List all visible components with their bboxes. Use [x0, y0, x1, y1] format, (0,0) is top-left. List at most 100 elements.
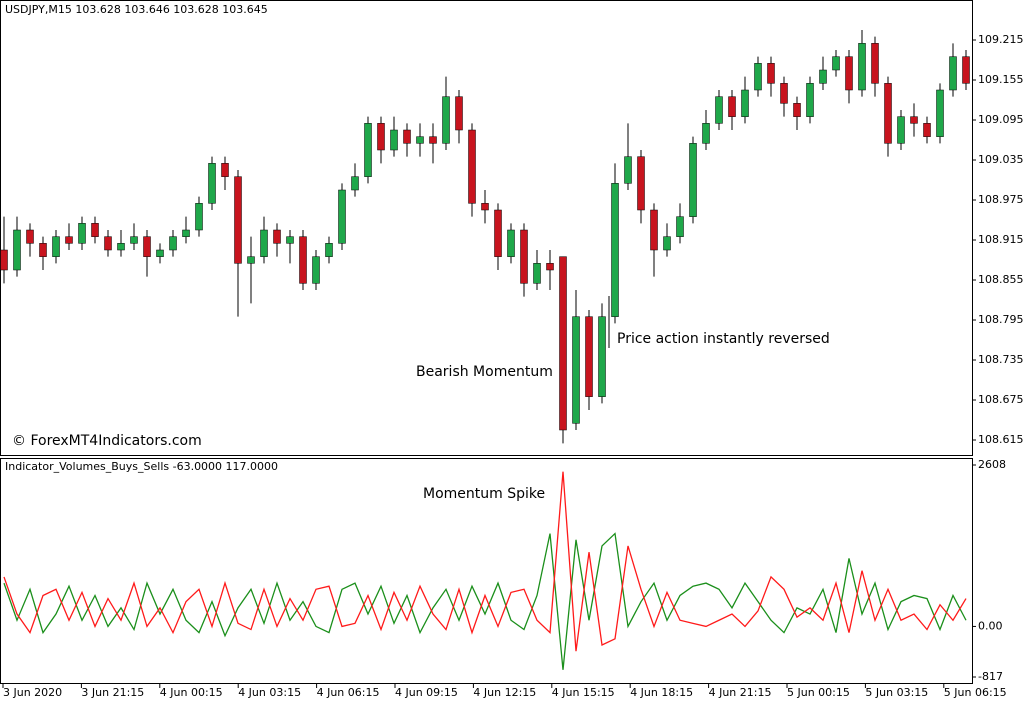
x-tick-label: 4 Jun 18:15: [630, 686, 693, 699]
candle-body: [429, 136, 437, 144]
candle-body: [715, 96, 723, 124]
candle-body: [676, 216, 684, 237]
candle-body: [884, 83, 892, 144]
y-tick-label: 109.035: [978, 153, 1024, 166]
y-tick-label: 108.975: [978, 193, 1024, 206]
x-tick-label: 3 Jun 21:15: [81, 686, 144, 699]
indicator-title: Indicator_Volumes_Buys_Sells -63.0000 11…: [5, 460, 278, 473]
candle-body: [52, 236, 60, 257]
candle-body: [234, 176, 242, 264]
candle-body: [533, 263, 541, 284]
candle-body: [221, 163, 229, 177]
candle-body: [507, 229, 515, 257]
candle-body: [325, 243, 333, 257]
candle-body: [689, 143, 697, 217]
y-tick-label: 108.675: [978, 393, 1024, 406]
watermark: © ForexMT4Indicators.com: [12, 433, 202, 449]
chart-title: USDJPY,M15 103.628 103.646 103.628 103.6…: [5, 3, 268, 16]
candle-body: [130, 236, 138, 244]
candle-body: [182, 229, 190, 237]
candle-body: [260, 229, 268, 257]
candle-body: [832, 56, 840, 71]
candle-body: [559, 256, 567, 431]
y-tick-label: 108.855: [978, 273, 1024, 286]
candle-body: [598, 316, 606, 397]
x-tick-label: 4 Jun 15:15: [552, 686, 615, 699]
candle-body: [520, 229, 528, 284]
candle-body: [351, 176, 359, 191]
y-tick-label: 108.615: [978, 433, 1024, 446]
y-tick-label: 109.095: [978, 113, 1024, 126]
x-tick-label: 5 Jun 00:15: [787, 686, 850, 699]
x-tick-label: 5 Jun 03:15: [865, 686, 928, 699]
candle-body: [143, 236, 151, 257]
candle-body: [364, 123, 372, 177]
y-tick-label: -817: [978, 670, 1003, 683]
candle-body: [78, 223, 86, 244]
candle-body: [338, 189, 346, 244]
candle-body: [169, 236, 177, 251]
candle-body: [65, 236, 73, 244]
candle-body: [793, 103, 801, 117]
candle-body: [247, 256, 255, 264]
x-tick-label: 4 Jun 09:15: [395, 686, 458, 699]
candle-body: [923, 123, 931, 137]
candle-body: [819, 69, 827, 84]
indicator-line: [3, 471, 967, 652]
candle-body: [312, 256, 320, 284]
candle-body: [442, 96, 450, 144]
candle-body: [962, 56, 970, 84]
candle-body: [494, 209, 502, 257]
y-tick-label: 2608: [978, 458, 1006, 471]
candle-body: [637, 156, 645, 211]
x-tick-label: 5 Jun 06:15: [944, 686, 1007, 699]
candle-body: [754, 63, 762, 91]
candle-body: [455, 96, 463, 131]
candle-body: [910, 116, 918, 124]
candle-body: [624, 156, 632, 184]
annotation: Momentum Spike: [423, 486, 545, 502]
annotation: Price action instantly reversed: [617, 331, 830, 347]
x-tick-label: 3 Jun 2020: [3, 686, 62, 699]
candle-body: [936, 89, 944, 137]
candle-body: [728, 96, 736, 117]
indicator-line: [3, 532, 967, 670]
candle-body: [741, 89, 749, 117]
x-tick-label: 4 Jun 21:15: [709, 686, 772, 699]
candle-body: [117, 243, 125, 251]
candle-body: [416, 136, 424, 144]
candle-body: [403, 129, 411, 144]
candle-body: [13, 229, 21, 271]
x-tick-label: 4 Jun 00:15: [160, 686, 223, 699]
y-tick-label: 108.795: [978, 313, 1024, 326]
annotation: Bearish Momentum: [416, 364, 553, 380]
candle-body: [286, 236, 294, 244]
candle-body: [39, 243, 47, 257]
candle-body: [195, 203, 203, 231]
candle-body: [871, 43, 879, 84]
candle-body: [468, 129, 476, 204]
x-tick-label: 4 Jun 03:15: [238, 686, 301, 699]
candle-body: [156, 249, 164, 257]
candle-body: [299, 236, 307, 284]
candle-body: [0, 249, 8, 271]
candle-body: [26, 229, 34, 244]
candle-body: [585, 316, 593, 397]
y-tick-label: 109.215: [978, 33, 1024, 46]
candle-body: [611, 183, 619, 317]
candle-body: [390, 129, 398, 151]
y-tick-label: 0.00: [978, 619, 1003, 632]
y-tick-label: 108.915: [978, 233, 1024, 246]
candle-body: [91, 223, 99, 237]
candle-body: [377, 123, 385, 151]
candle-body: [858, 43, 866, 91]
candle-body: [104, 236, 112, 251]
candle-body: [546, 263, 554, 271]
candle-body: [481, 203, 489, 211]
candle-body: [208, 163, 216, 204]
candle-body: [767, 63, 775, 84]
y-tick-label: 108.735: [978, 353, 1024, 366]
candle-body: [897, 116, 905, 144]
candle-body: [949, 56, 957, 91]
